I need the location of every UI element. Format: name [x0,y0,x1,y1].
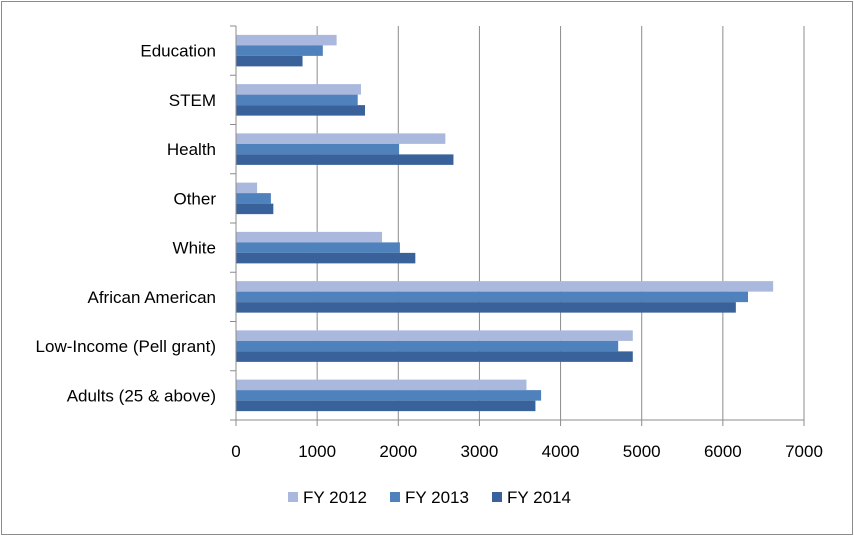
bar [236,390,542,401]
x-tick-label: 4000 [542,442,580,461]
bar [236,242,400,253]
x-tick-label: 3000 [461,442,499,461]
x-tick-label: 7000 [785,442,823,461]
legend-label-fy2013: FY 2013 [405,488,469,507]
bar [236,94,358,106]
category-label: White [173,239,216,258]
bar [236,182,258,194]
bar [236,105,366,116]
bar [236,291,749,303]
x-tick-labels: 0 1000 2000 3000 4000 5000 6000 7000 [231,442,823,461]
bar [236,193,271,204]
bar [236,252,416,264]
category-label: Education [140,42,216,61]
axes [230,25,805,426]
legend-label-fy2014: FY 2014 [507,488,571,507]
bar [236,84,361,95]
bar [236,281,774,292]
legend-swatch-fy2012 [288,492,298,502]
bar [236,379,527,391]
legend-swatch-fy2014 [492,492,502,502]
bar [236,34,337,46]
bar [236,133,446,144]
bar [236,351,633,362]
legend-label-fy2012: FY 2012 [303,488,367,507]
category-labels: Education STEM Health Other White Africa… [36,42,217,406]
x-tick-label: 1000 [298,442,336,461]
category-label: African American [88,288,217,307]
category-label: Low-Income (Pell grant) [36,337,216,356]
bar [236,231,383,243]
legend-swatch-fy2013 [390,492,400,502]
legend: FY 2012 FY 2013 FY 2014 [288,488,571,507]
x-tick-label: 5000 [623,442,661,461]
category-label: Adults (25 & above) [67,386,216,405]
bars [236,34,774,412]
bar [236,340,619,352]
x-tick-label: 2000 [379,442,417,461]
bar [236,143,400,155]
bar [236,154,454,165]
bar [236,302,736,313]
category-label: STEM [169,91,216,110]
bar [236,330,633,341]
x-tick-label: 6000 [704,442,742,461]
category-label: Health [167,140,216,159]
x-tick-label: 0 [231,442,240,461]
category-label: Other [173,189,216,208]
bar [236,55,303,67]
bar [236,45,323,56]
bar [236,203,274,215]
bar [236,400,536,412]
